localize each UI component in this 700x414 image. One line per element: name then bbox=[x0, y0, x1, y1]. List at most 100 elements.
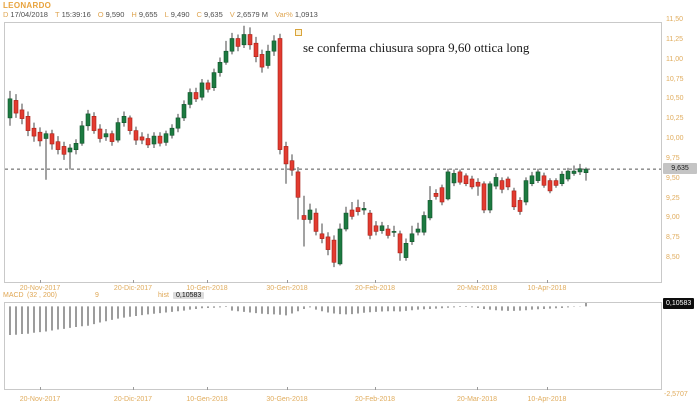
price-tick-label: 9,00 bbox=[666, 214, 680, 221]
last-price-tag: 9,635 bbox=[663, 163, 697, 174]
candle-up bbox=[337, 228, 343, 265]
date-label: 10-Gen-2018 bbox=[186, 396, 228, 403]
quote-field-label: H bbox=[131, 10, 137, 19]
candle-up bbox=[343, 212, 349, 230]
candlestick-svg[interactable] bbox=[5, 23, 661, 282]
candle-down bbox=[469, 178, 475, 188]
candle-down bbox=[91, 116, 97, 131]
candle-down bbox=[313, 212, 319, 232]
price-tick-label: 9,25 bbox=[666, 195, 680, 202]
date-tick-mark bbox=[287, 280, 288, 283]
candle-up bbox=[115, 122, 121, 141]
candle-up bbox=[559, 173, 565, 184]
quote-field-label: L bbox=[164, 10, 169, 19]
price-pane[interactable] bbox=[4, 22, 662, 283]
date-label: 20-Mar-2018 bbox=[456, 396, 498, 403]
candle-down bbox=[145, 138, 151, 146]
candle-down bbox=[289, 160, 295, 171]
candle-up bbox=[229, 38, 235, 52]
date-label: 20-Mar-2018 bbox=[456, 285, 498, 292]
candle-down bbox=[301, 215, 307, 220]
candle-up bbox=[121, 116, 127, 124]
price-tick-label: 10,50 bbox=[666, 95, 684, 102]
candle-down bbox=[259, 54, 265, 68]
candle-down bbox=[205, 82, 211, 90]
candle-up bbox=[169, 127, 175, 136]
price-tick-label: 11,00 bbox=[666, 56, 683, 63]
candle-down bbox=[541, 175, 547, 186]
candle-down bbox=[61, 146, 67, 155]
price-tick-label: 11,25 bbox=[666, 36, 683, 43]
price-tick-label: 10,75 bbox=[666, 76, 684, 83]
quote-field-value: 9,490 bbox=[170, 10, 190, 19]
annotation-handle[interactable] bbox=[295, 29, 302, 36]
date-tick-mark bbox=[477, 387, 478, 390]
candle-down bbox=[25, 116, 31, 131]
price-tick-label: 8,75 bbox=[666, 234, 680, 241]
candle-down bbox=[331, 239, 337, 263]
candle-up bbox=[7, 98, 13, 119]
candle-up bbox=[187, 92, 193, 105]
candle-down bbox=[433, 193, 439, 197]
date-label: 20-Dic-2017 bbox=[113, 396, 153, 403]
candle-down bbox=[505, 178, 511, 188]
macd-value-tag: 0,10583 bbox=[663, 298, 695, 309]
date-tick-mark bbox=[287, 387, 288, 390]
quote-field-value: 9,635 bbox=[203, 10, 223, 19]
candle-up bbox=[451, 173, 457, 184]
candle-down bbox=[295, 171, 301, 198]
candle-down bbox=[13, 100, 19, 114]
candle-down bbox=[475, 181, 481, 187]
candle-up bbox=[199, 82, 205, 98]
indicator-name[interactable]: MACD bbox=[3, 292, 24, 299]
candle-up bbox=[43, 133, 49, 139]
candle-down bbox=[397, 233, 403, 254]
date-tick-mark bbox=[477, 280, 478, 283]
candle-down bbox=[253, 42, 259, 58]
macd-histogram-svg[interactable] bbox=[5, 303, 661, 389]
candle-down bbox=[139, 136, 145, 141]
date-tick-mark bbox=[547, 387, 548, 390]
candle-down bbox=[19, 109, 25, 119]
candle-up bbox=[175, 117, 181, 129]
candle-up bbox=[73, 143, 79, 151]
indicator-params: (32 , 200) bbox=[27, 292, 57, 299]
price-tick-label: 8,50 bbox=[666, 254, 680, 261]
candle-up bbox=[163, 133, 169, 143]
candle-down bbox=[385, 228, 391, 236]
candle-down bbox=[97, 128, 103, 139]
macd-axis-min-label: -2,5707 bbox=[664, 391, 688, 398]
candle-up bbox=[85, 113, 91, 127]
candle-down bbox=[517, 200, 523, 212]
candle-up bbox=[577, 168, 583, 173]
candle-up bbox=[583, 168, 589, 174]
candle-down bbox=[31, 127, 37, 137]
candle-up bbox=[265, 50, 271, 66]
date-label: 20-Nov-2017 bbox=[19, 285, 61, 292]
candle-down bbox=[127, 117, 133, 131]
candle-down bbox=[553, 180, 559, 186]
quote-field-label: Var% bbox=[275, 10, 293, 19]
date-tick-mark bbox=[207, 280, 208, 283]
candle-down bbox=[355, 207, 361, 212]
candle-up bbox=[409, 233, 415, 243]
date-label: 20-Feb-2018 bbox=[354, 396, 396, 403]
quote-field-label: T bbox=[54, 10, 60, 19]
date-label: 10-Apr-2018 bbox=[527, 285, 567, 292]
candle-down bbox=[283, 146, 289, 165]
price-tick-label: 10,00 bbox=[666, 135, 684, 142]
candle-down bbox=[277, 38, 283, 150]
date-tick-mark bbox=[40, 387, 41, 390]
macd-pane[interactable] bbox=[4, 302, 662, 390]
annotation-text[interactable]: se conferma chiusura sopra 9,60 ottica l… bbox=[303, 40, 530, 55]
candle-up bbox=[421, 215, 427, 233]
quote-field-label: O bbox=[97, 10, 104, 19]
price-tick-label: 11,50 bbox=[666, 16, 683, 23]
candle-down bbox=[55, 141, 61, 150]
candle-down bbox=[439, 187, 445, 203]
date-label: 20-Nov-2017 bbox=[19, 396, 61, 403]
date-label: 30-Gen-2018 bbox=[266, 396, 308, 403]
candle-up bbox=[271, 40, 277, 52]
candle-up bbox=[223, 50, 229, 63]
